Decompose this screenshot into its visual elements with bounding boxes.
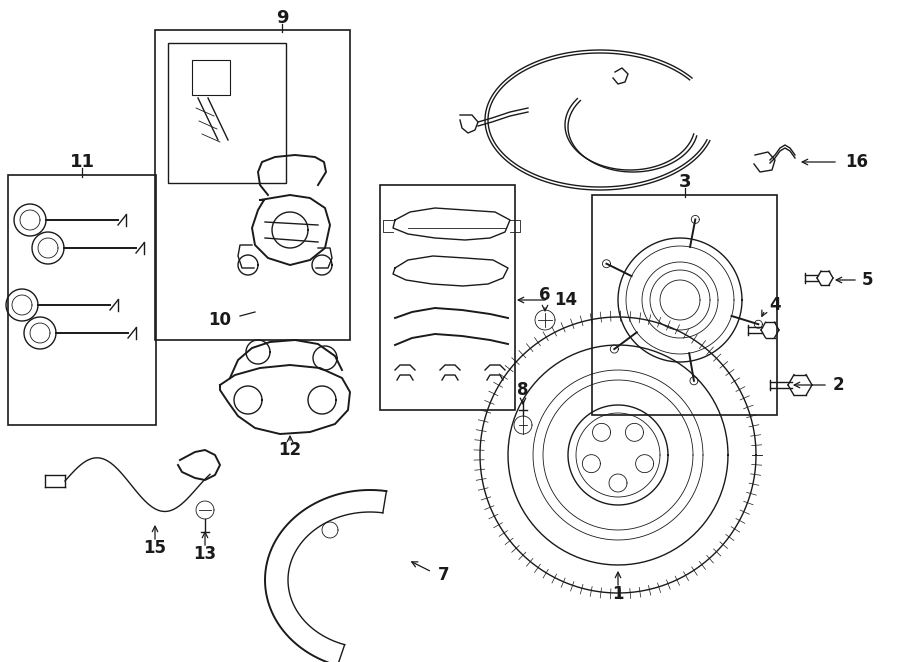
Text: 6: 6 — [539, 286, 551, 304]
Text: 5: 5 — [862, 271, 874, 289]
Text: 14: 14 — [554, 291, 577, 309]
Bar — [155, 30, 350, 340]
Text: 16: 16 — [845, 153, 868, 171]
Text: 3: 3 — [679, 173, 691, 191]
Text: 11: 11 — [69, 153, 94, 171]
Bar — [192, 60, 230, 95]
Text: 2: 2 — [833, 376, 844, 394]
Bar — [168, 43, 286, 183]
Text: 9: 9 — [275, 9, 288, 27]
Text: 15: 15 — [143, 539, 166, 557]
Text: 8: 8 — [518, 381, 529, 399]
Text: 1: 1 — [612, 585, 624, 603]
Text: 4: 4 — [770, 296, 781, 314]
Text: 13: 13 — [194, 545, 217, 563]
Bar — [8, 175, 156, 425]
Bar — [380, 185, 515, 410]
Text: 7: 7 — [438, 566, 450, 584]
Text: 10: 10 — [209, 311, 231, 329]
Text: 12: 12 — [278, 441, 302, 459]
Bar — [592, 195, 777, 415]
